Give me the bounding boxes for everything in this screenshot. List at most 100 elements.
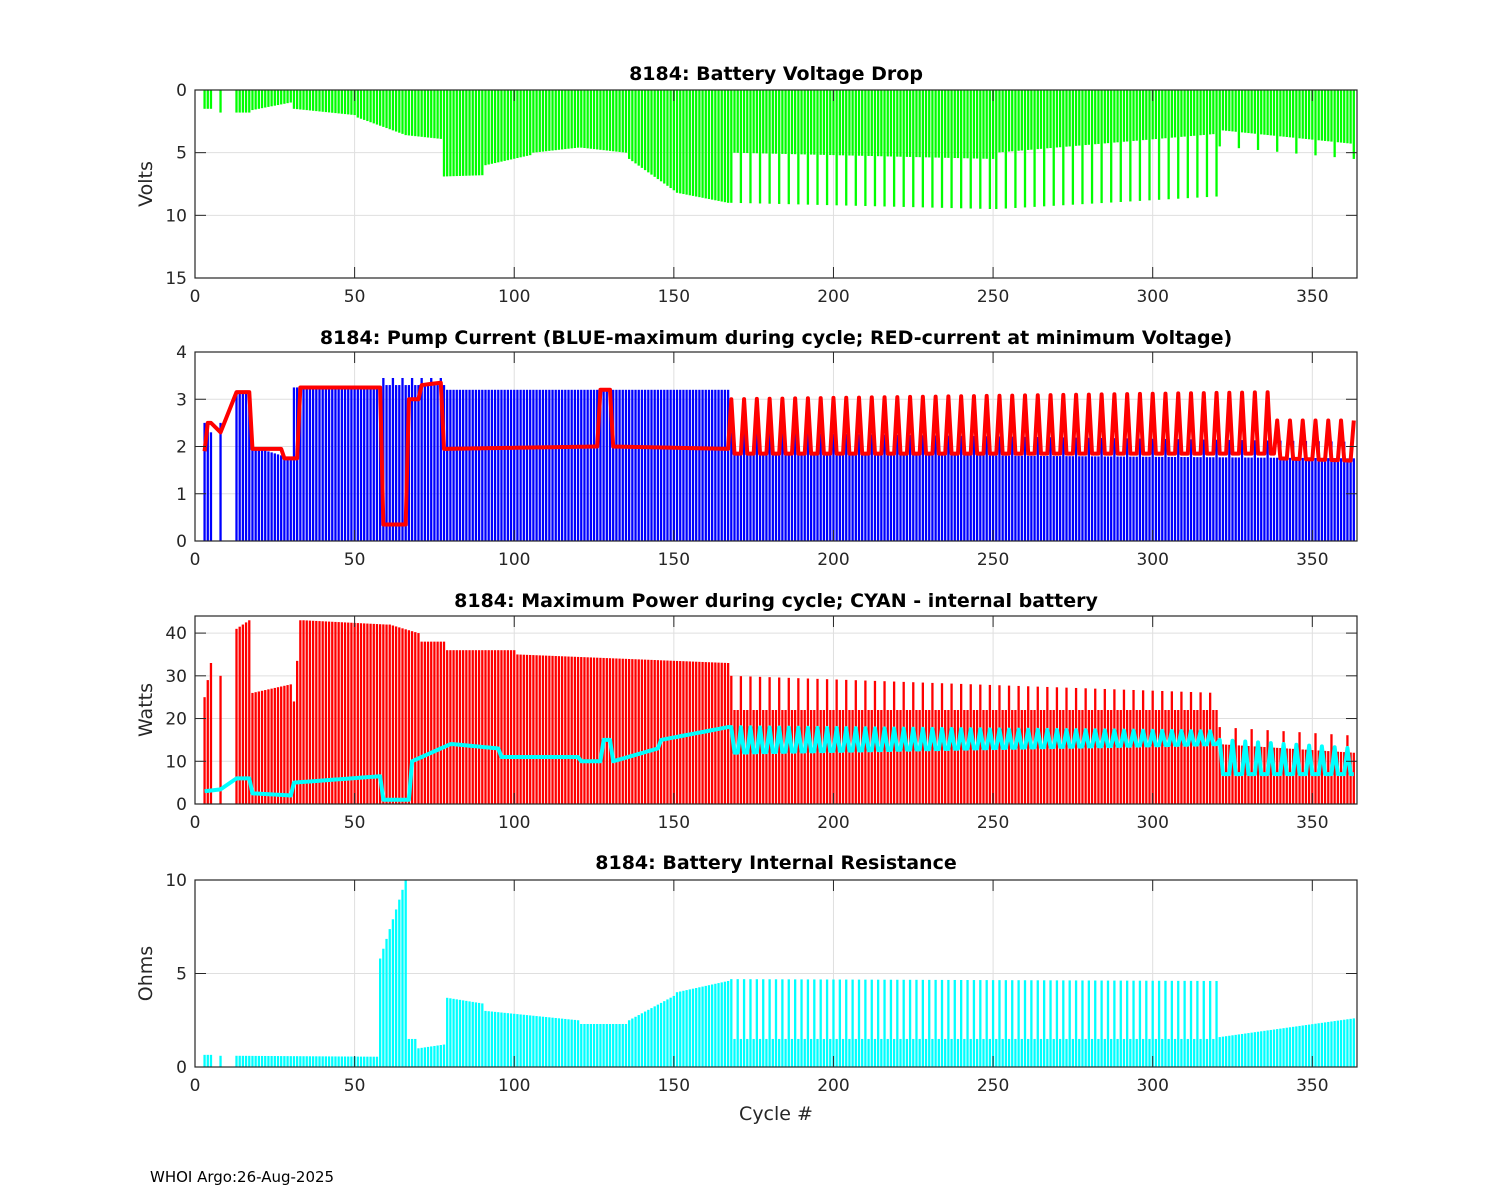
bar-cycle-93 xyxy=(490,650,494,804)
y-tick-label: 10 xyxy=(165,206,187,226)
bar-cycle-82 xyxy=(455,999,458,1067)
bar-cycle-5 xyxy=(209,90,213,109)
bar-cycle-251 xyxy=(995,90,998,210)
series-maximum-during-cycle xyxy=(203,377,1355,541)
bar-cycle-46 xyxy=(340,1056,343,1067)
bar-cycle-329 xyxy=(1244,90,1247,133)
bar-cycle-72 xyxy=(423,641,426,804)
bar-cycle-265 xyxy=(1039,710,1043,804)
bar-cycle-347 xyxy=(1301,749,1304,804)
bar-cycle-221 xyxy=(899,454,902,541)
bar-cycle-89 xyxy=(477,90,481,176)
bar-cycle-288 xyxy=(1113,438,1116,541)
bar-cycle-44 xyxy=(334,387,337,541)
bar-cycle-56 xyxy=(372,623,375,804)
bar-cycle-281 xyxy=(1090,1038,1094,1067)
bar-cycle-269 xyxy=(1052,90,1055,206)
bar-cycle-112 xyxy=(551,389,554,541)
bar-cycle-215 xyxy=(880,1038,883,1067)
bar-cycle-174 xyxy=(749,979,752,1067)
subplot-2: 0 50 100 150 200 250 300 350 0 1 2 3 4 8184: Pump Cur… xyxy=(176,327,1358,570)
bar-cycle-362 xyxy=(1349,752,1352,804)
bar-cycle-174 xyxy=(749,453,752,541)
bar-cycle-126 xyxy=(596,657,599,804)
bar-cycle-269 xyxy=(1052,456,1055,541)
bar-cycle-348 xyxy=(1304,749,1308,804)
bar-cycle-79 xyxy=(446,997,449,1067)
bar-cycle-32 xyxy=(296,387,299,541)
bar-cycle-44 xyxy=(334,90,337,114)
bar-cycle-327 xyxy=(1237,457,1241,541)
bar-cycle-41 xyxy=(324,1056,328,1067)
bar-cycle-240 xyxy=(960,979,963,1067)
bar-cycle-114 xyxy=(557,1018,561,1067)
bar-cycle-133 xyxy=(618,90,621,152)
x-tick-label: 50 xyxy=(344,287,366,307)
bar-cycle-275 xyxy=(1071,1038,1075,1067)
bar-cycle-324 xyxy=(1228,90,1231,132)
bar-cycle-62 xyxy=(391,377,395,541)
bar-cycle-190 xyxy=(800,90,803,155)
bar-cycle-230 xyxy=(928,979,931,1067)
bar-cycle-145 xyxy=(656,389,660,541)
bar-cycle-39 xyxy=(318,1056,321,1067)
bar-cycle-136 xyxy=(628,90,631,159)
bar-cycle-46 xyxy=(340,387,343,541)
bar-cycle-177 xyxy=(758,1038,762,1067)
bar-cycle-202 xyxy=(838,454,841,541)
bar-cycle-118 xyxy=(570,90,573,149)
bar-cycle-89 xyxy=(477,650,481,804)
bar-cycle-123 xyxy=(586,657,589,804)
bar-cycle-195 xyxy=(816,454,819,541)
bar-cycle-361 xyxy=(1346,1019,1349,1067)
bar-cycle-22 xyxy=(264,1055,267,1067)
bar-cycle-61 xyxy=(388,624,391,804)
bar-cycle-295 xyxy=(1135,456,1138,541)
bar-cycle-28 xyxy=(283,685,286,804)
bar-cycle-170 xyxy=(736,90,739,153)
bar-cycle-264 xyxy=(1036,90,1039,150)
bar-cycle-296 xyxy=(1138,90,1142,201)
bar-cycle-234 xyxy=(940,979,944,1067)
bar-cycle-96 xyxy=(500,389,503,541)
bar-cycle-91 xyxy=(484,389,487,541)
bar-cycle-268 xyxy=(1049,980,1052,1067)
bar-cycle-40 xyxy=(321,387,324,541)
bar-cycle-33 xyxy=(299,90,302,110)
bar-cycle-249 xyxy=(988,455,992,541)
bar-cycle-232 xyxy=(934,979,937,1067)
bar-cycle-65 xyxy=(401,90,404,134)
bar-cycle-198 xyxy=(825,454,829,541)
bar-cycle-143 xyxy=(650,90,653,175)
bar-cycle-40 xyxy=(321,621,324,804)
bar-cycle-205 xyxy=(848,90,851,156)
bar-cycle-211 xyxy=(867,454,870,541)
bar-cycle-56 xyxy=(372,387,375,541)
bar-cycle-68 xyxy=(410,1038,414,1067)
bar-cycle-191 xyxy=(803,1038,806,1067)
bar-cycle-153 xyxy=(682,990,685,1067)
bar-cycle-142 xyxy=(647,90,650,173)
bar-cycle-220 xyxy=(896,710,899,804)
bar-cycle-260 xyxy=(1023,90,1027,208)
bar-cycle-343 xyxy=(1288,457,1292,541)
bar-cycle-36 xyxy=(308,387,312,541)
bar-cycle-266 xyxy=(1043,455,1046,541)
bar-cycle-8 xyxy=(219,90,222,113)
bar-cycle-293 xyxy=(1129,456,1132,541)
bar-cycle-315 xyxy=(1199,90,1202,136)
bar-cycle-212 xyxy=(870,979,873,1067)
bar-cycle-123 xyxy=(586,90,589,149)
bar-cycle-238 xyxy=(953,979,956,1067)
bar-cycle-269 xyxy=(1052,1038,1055,1067)
bar-cycle-139 xyxy=(637,1015,640,1067)
bar-cycle-46 xyxy=(340,90,343,114)
bar-cycle-152 xyxy=(679,389,682,541)
bar-cycle-257 xyxy=(1014,90,1017,208)
bar-cycle-170 xyxy=(736,453,739,541)
bar-cycle-8 xyxy=(219,422,222,541)
bar-cycle-128 xyxy=(602,389,605,541)
x-tick-label: 350 xyxy=(1296,813,1328,833)
bar-cycle-273 xyxy=(1065,687,1068,804)
bar-cycle-103 xyxy=(522,654,525,804)
